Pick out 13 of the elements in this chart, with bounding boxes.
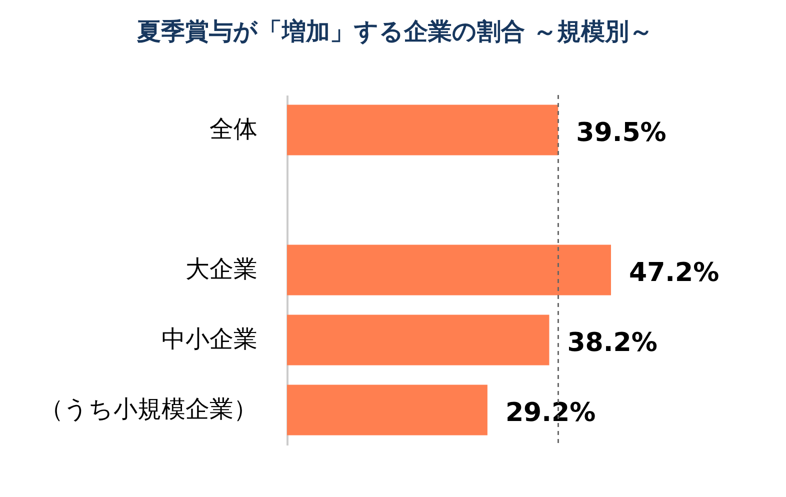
bar [287, 104, 558, 156]
y-tick-label: 中小企業 [162, 325, 258, 353]
data-label: 38.2% [567, 328, 658, 358]
bar [287, 314, 550, 366]
data-label: 47.2% [629, 258, 720, 288]
y-tick-label: （うち小規模企業） [40, 395, 258, 423]
bar [287, 384, 488, 436]
bar [287, 244, 611, 296]
data-label: 39.5% [576, 118, 666, 148]
data-label: 29.2% [505, 398, 596, 428]
chart-title: 夏季賞与が「増加」する企業の割合 ～規模別～ [136, 17, 654, 46]
y-tick-label: 全体 [210, 115, 258, 143]
y-tick-label: 大企業 [186, 255, 258, 283]
